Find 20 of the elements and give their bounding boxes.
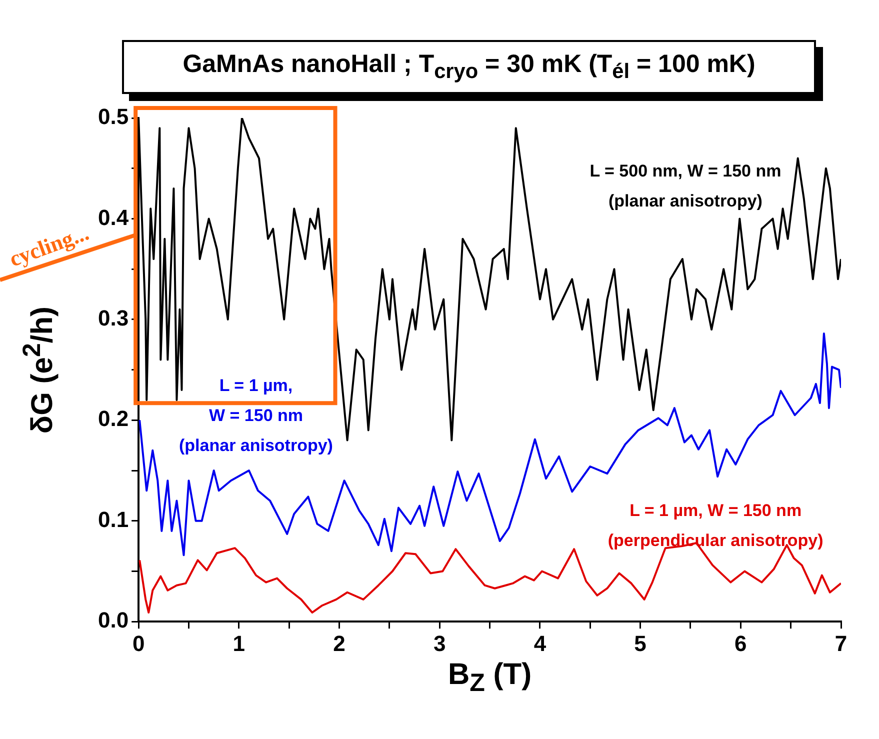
x-tick-label: 4 xyxy=(534,630,547,656)
text: cycling... xyxy=(6,220,92,272)
y-tick-label: 0.2 xyxy=(98,406,129,432)
series-label: L = 1 µm, W = 150 nm (planar anisotropy) xyxy=(179,376,333,456)
y-tick-label: 0.4 xyxy=(98,204,130,230)
x-tick-label: 0 xyxy=(132,630,145,656)
y-tick-label: 0.1 xyxy=(98,506,129,532)
x-tick-label: 1 xyxy=(232,630,246,656)
x-tick-label: 7 xyxy=(834,630,848,656)
x-tick-label: 6 xyxy=(734,630,747,656)
series-label: L = 500 nm, W = 150 nm (planar anisotropy) xyxy=(590,162,782,211)
x-tick-label: 5 xyxy=(634,630,646,656)
y-tick-label: 0.5 xyxy=(98,104,129,130)
chart-title: GaMnAs nanoHall ; T$_{cryo}$ = 30 mK (T$_{él}$ = 100 mK) xyxy=(182,50,756,84)
series-label: L = 1 µm, W = 150 nm (perpendicular anisotropy) xyxy=(608,500,824,550)
y-tick-label: 0.3 xyxy=(98,306,129,331)
x-axis-title: B$_{Z}$ (T) xyxy=(446,658,533,698)
y-tick-label: 0.0 xyxy=(98,608,129,633)
x-tick-label: 3 xyxy=(433,630,446,656)
x-tick-label: 2 xyxy=(333,630,346,656)
